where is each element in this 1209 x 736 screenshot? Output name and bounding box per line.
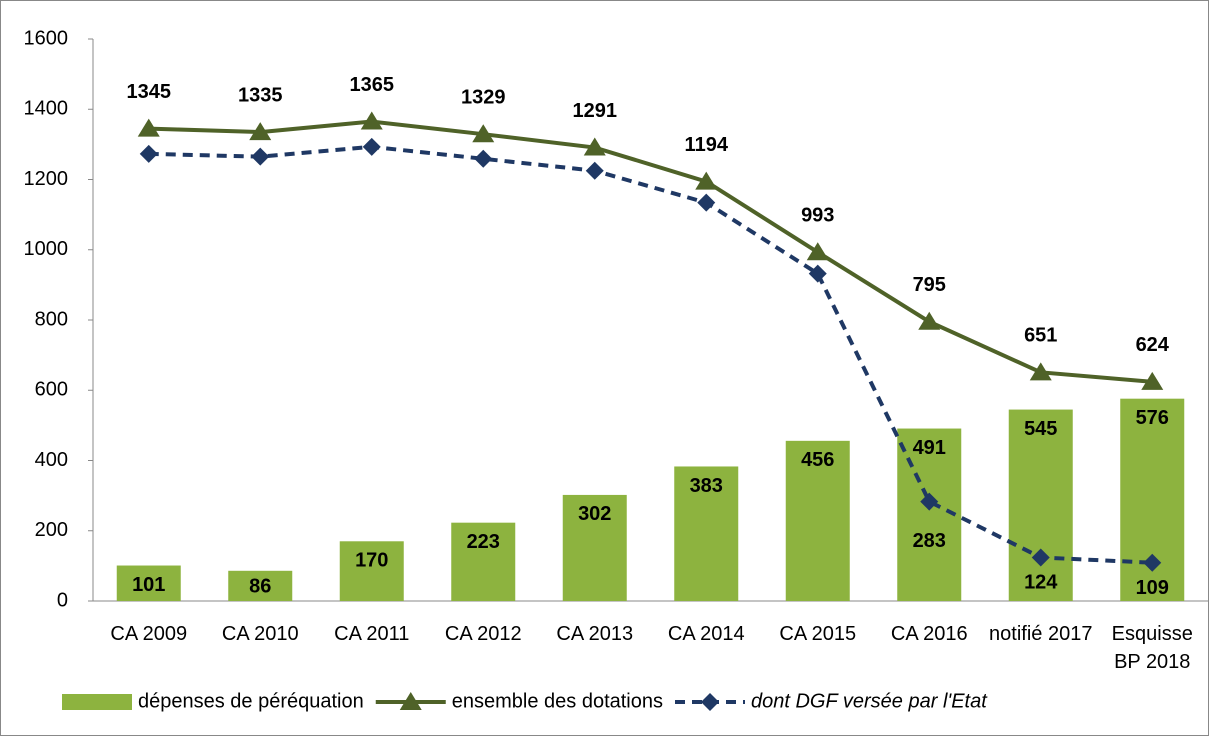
data-label: 383 [690,475,723,497]
marker [697,193,716,212]
y-tick-label: 1200 [24,168,69,190]
bar [785,440,850,601]
bar [897,428,962,601]
marker [251,147,270,166]
marker [1143,553,1162,572]
data-label: 86 [249,575,271,597]
marker [249,122,272,141]
data-label: 456 [801,449,834,471]
data-label: 576 [1136,407,1169,429]
marker [137,118,160,137]
data-label: 491 [913,437,946,459]
series-line [148,119,1153,384]
data-label: 1365 [350,74,395,96]
data-label: 101 [132,574,165,596]
bar [228,570,293,601]
data-label: 993 [801,204,834,226]
marker [362,137,381,156]
data-label: 1329 [461,86,506,108]
data-label: 1194 [685,134,729,156]
y-tick-label: 1000 [24,238,69,260]
marker [360,111,383,130]
data-label: 795 [913,274,946,296]
legend-label: dépenses de péréquation [138,690,364,712]
x-tick-label: CA 2011 [334,623,410,645]
marker [920,492,939,511]
y-tick-label: 400 [35,449,68,471]
bar [1008,409,1073,601]
marker [474,149,493,168]
marker [695,171,718,190]
marker [1141,371,1164,390]
bar [451,522,516,601]
data-label: 545 [1024,418,1057,440]
x-tick-label: CA 2009 [110,623,188,645]
data-label: 1335 [238,84,283,106]
data-label: 283 [913,530,946,552]
x-tick-label: CA 2014 [667,623,745,645]
marker [918,311,941,330]
x-tick-label: CA 2010 [221,623,299,645]
x-tick-label: Esquisse BP 2018 [1111,623,1193,673]
marker [808,264,827,283]
legend-swatch [62,694,132,710]
x-tick-label: CA 2015 [779,623,857,645]
data-label: 109 [1136,577,1169,599]
x-tick-label: CA 2016 [890,623,968,645]
x-tick-label: CA 2013 [556,623,634,645]
bar [339,541,404,601]
marker [1031,548,1050,567]
data-label: 1291 [573,100,618,122]
legend-marker [701,693,719,711]
data-label: 223 [467,531,500,553]
legend-label: ensemble des dotations [452,690,663,712]
y-tick-label: 600 [35,379,68,401]
bar [674,466,739,601]
data-label: 651 [1024,325,1057,347]
y-tick-label: 1600 [24,27,69,49]
marker [583,137,606,156]
data-label: 624 [1136,334,1170,356]
series-line [148,144,1153,565]
y-tick-label: 800 [35,308,68,330]
bar [116,565,181,601]
bar [562,494,627,601]
legend-label: dont DGF versée par l'Etat [751,690,988,712]
marker [472,124,495,143]
data-label: 124 [1024,572,1058,594]
marker [585,161,604,180]
y-tick-label: 200 [35,519,68,541]
data-label: 302 [578,503,611,525]
y-tick-label: 1400 [24,98,69,120]
data-label: 1345 [127,81,172,103]
marker [1029,362,1052,381]
y-tick-label: 0 [57,589,68,611]
marker [139,144,158,163]
legend-marker [399,692,422,710]
marker [806,242,829,261]
x-tick-label: CA 2012 [444,623,522,645]
data-label: 170 [355,550,388,572]
x-tick-label: notifié 2017 [989,623,1093,645]
